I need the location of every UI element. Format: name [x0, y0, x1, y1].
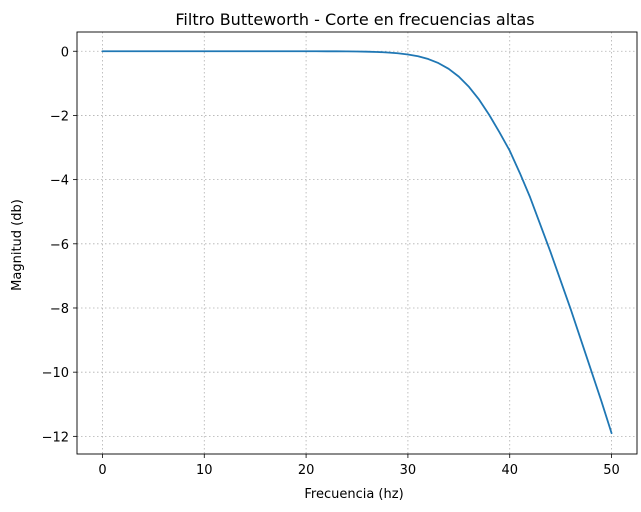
- x-tick-label: 40: [501, 463, 518, 478]
- chart-title: Filtro Butteworth - Corte en frecuencias…: [175, 10, 534, 29]
- x-tick-label: 50: [603, 463, 620, 478]
- series-line: [101, 50, 613, 435]
- y-tick-label: −8: [50, 302, 69, 317]
- x-tick-label: 10: [196, 463, 213, 478]
- y-tick-label: −10: [42, 366, 69, 381]
- y-tick-label: −12: [42, 430, 69, 445]
- x-tick-label: 0: [98, 463, 106, 478]
- grid: [77, 32, 637, 454]
- x-tick-label: 30: [400, 463, 417, 478]
- x-axis-label: Frecuencia (hz): [304, 487, 403, 502]
- y-axis-label: Magnitud (db): [10, 199, 25, 291]
- y-tick-label: 0: [61, 45, 69, 60]
- series-layer: [101, 50, 613, 435]
- y-tick-label: −4: [50, 174, 69, 189]
- ticks: 0 10 20 30 40 50 0 −2 −4 −6 −8 −10 −12: [42, 45, 620, 478]
- plot-frame: [76, 31, 638, 455]
- x-tick-label: 20: [298, 463, 315, 478]
- y-tick-label: −2: [50, 109, 69, 124]
- y-tick-label: −6: [50, 238, 69, 253]
